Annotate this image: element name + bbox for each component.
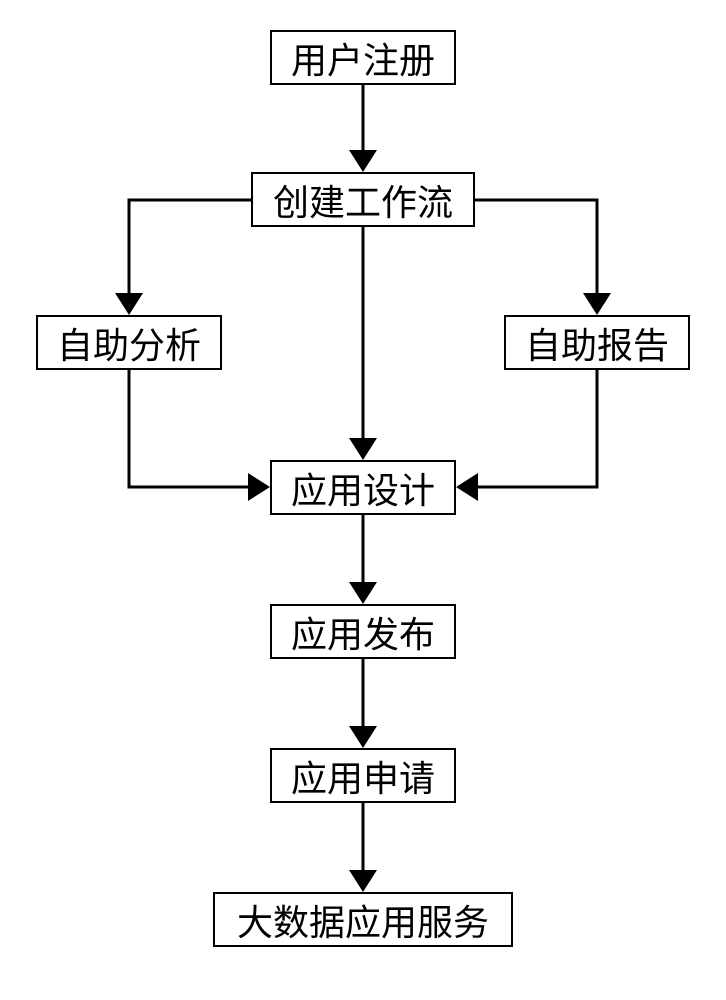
- flowchart-node-label: 应用申请: [291, 750, 435, 802]
- flowchart-node: 应用申请: [270, 748, 456, 803]
- flowchart-node: 自助报告: [504, 315, 690, 370]
- flowchart-node: 用户注册: [270, 30, 456, 85]
- arrowhead-icon: [349, 870, 377, 892]
- flowchart-node-label: 创建工作流: [273, 174, 453, 226]
- arrowhead-icon: [583, 293, 611, 315]
- flowchart-edge: [475, 200, 597, 293]
- flowchart-node-label: 自助报告: [525, 317, 669, 369]
- arrowhead-icon: [349, 150, 377, 172]
- arrowhead-icon: [248, 473, 270, 501]
- arrowhead-icon: [349, 582, 377, 604]
- flowchart-node: 自助分析: [36, 315, 222, 370]
- flowchart-node: 创建工作流: [251, 172, 475, 227]
- flowchart-node-label: 用户注册: [291, 32, 435, 84]
- arrowhead-icon: [349, 726, 377, 748]
- flowchart-node-label: 应用发布: [291, 606, 435, 658]
- flowchart-node-label: 自助分析: [57, 317, 201, 369]
- flowchart-node-label: 大数据应用服务: [237, 894, 489, 946]
- flowchart-node: 应用设计: [270, 460, 456, 515]
- flowchart-edge: [478, 370, 597, 487]
- flowchart-edge: [129, 200, 251, 293]
- arrowhead-icon: [115, 293, 143, 315]
- flowchart-node: 大数据应用服务: [213, 892, 513, 947]
- arrowhead-icon: [349, 438, 377, 460]
- flowchart-node-label: 应用设计: [291, 462, 435, 514]
- flowchart-edge: [129, 370, 248, 487]
- arrowhead-icon: [456, 473, 478, 501]
- flowchart-canvas: 用户注册创建工作流自助分析 自助报告应用设计应用发布应用申请大数据应用服务: [0, 0, 726, 1000]
- flowchart-node: 应用发布: [270, 604, 456, 659]
